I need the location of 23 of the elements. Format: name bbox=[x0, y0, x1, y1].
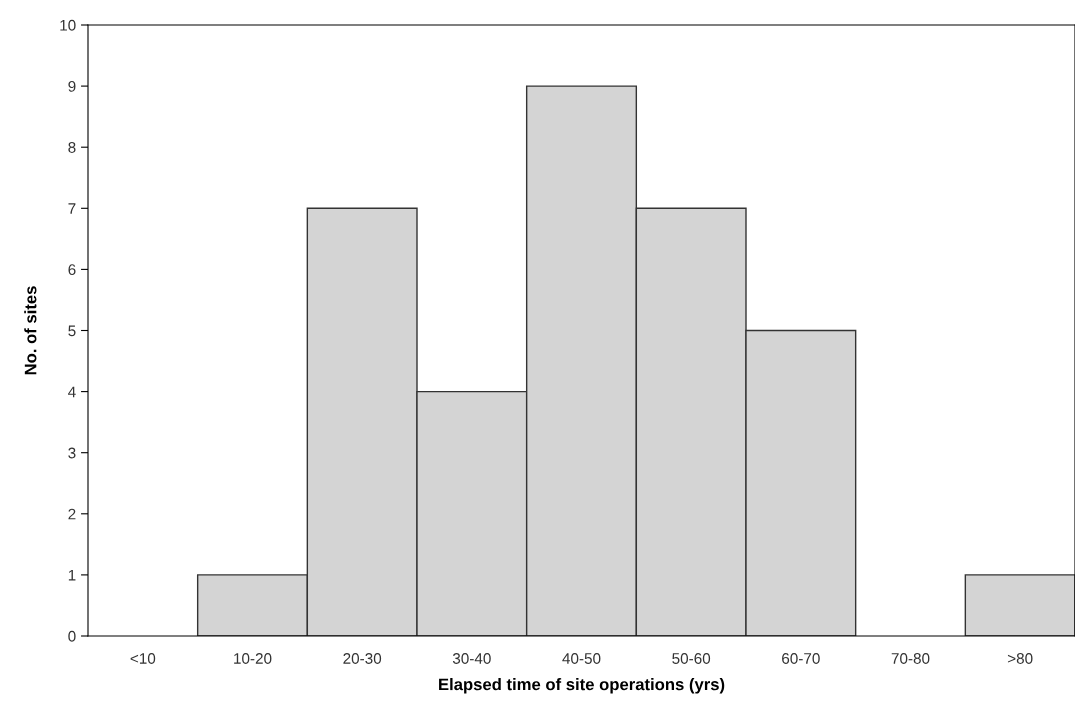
y-tick-label: 3 bbox=[68, 447, 76, 459]
x-tick-label: 70-80 bbox=[891, 653, 930, 664]
x-tick-label: 20-30 bbox=[343, 653, 382, 664]
x-axis-title: Elapsed time of site operations (yrs) bbox=[439, 678, 725, 694]
y-tick-label: 8 bbox=[68, 142, 76, 153]
x-tick-label: 30-40 bbox=[452, 653, 491, 664]
x-tick-label: 50-60 bbox=[672, 653, 711, 664]
y-tick-label: 7 bbox=[68, 203, 76, 214]
x-tick-label: 40-50 bbox=[562, 653, 601, 664]
y-tick-label: 6 bbox=[68, 264, 76, 276]
y-tick-label: 10 bbox=[60, 19, 76, 31]
y-tick-label: 2 bbox=[68, 508, 76, 520]
x-tick-label: 60-70 bbox=[782, 653, 820, 664]
x-tick-label: >80 bbox=[1007, 653, 1033, 664]
bar bbox=[964, 574, 1075, 636]
x-tick-label: 10-20 bbox=[234, 653, 272, 664]
y-tick-label: 0 bbox=[68, 630, 76, 642]
y-axis-title: No. of sites bbox=[24, 286, 37, 375]
y-tick-label: 4 bbox=[68, 386, 76, 398]
y-tick-label: 5 bbox=[68, 325, 76, 337]
y-tick-label: 9 bbox=[68, 80, 76, 92]
x-tick-label: <10 bbox=[130, 653, 156, 664]
y-tick-label: 1 bbox=[68, 569, 76, 581]
